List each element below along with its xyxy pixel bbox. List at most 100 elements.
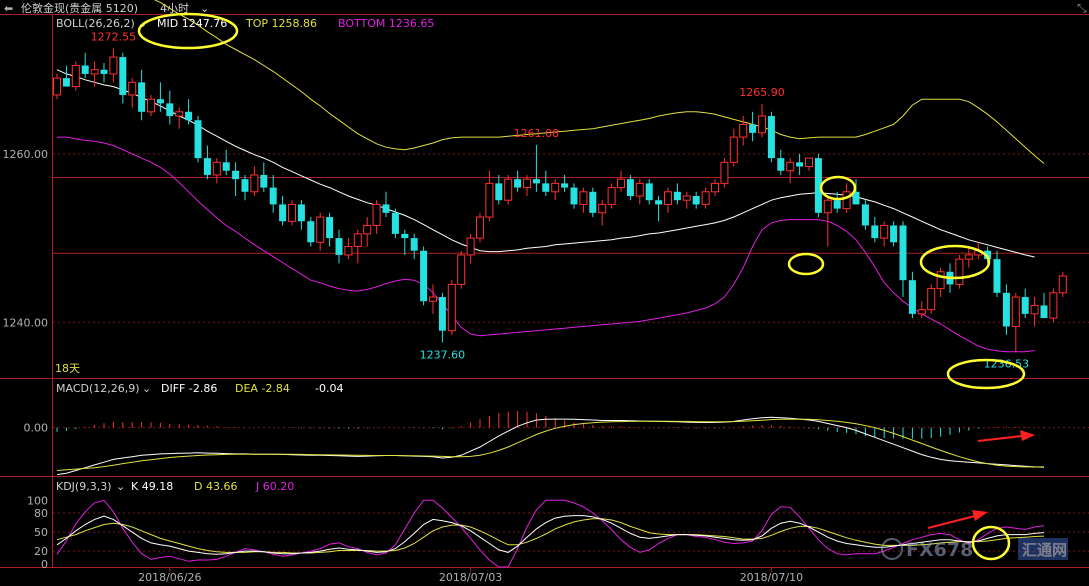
boll-bottom-value: BOTTOM 1236.65	[338, 17, 434, 30]
candle-body	[203, 158, 211, 175]
period-selector[interactable]: 4小时	[160, 2, 189, 15]
candle-body	[250, 174, 259, 193]
svg-text:汇通网: 汇通网	[1022, 541, 1067, 559]
boll-label[interactable]: BOLL(26,26,2)	[56, 17, 135, 30]
candle-up	[53, 73, 61, 100]
candle-up	[504, 174, 513, 205]
candle-body	[626, 179, 634, 196]
svg-text:FX678: FX678	[906, 539, 973, 561]
highlight-ellipse	[787, 252, 825, 276]
kdj-label[interactable]: KDJ(9,3,3)	[56, 480, 112, 493]
chevron-down-icon[interactable]: ⌄	[200, 2, 209, 15]
candle-body	[1011, 296, 1020, 327]
candlesticks	[53, 48, 1067, 352]
candle-down	[62, 65, 70, 87]
candle-down	[81, 52, 89, 79]
boll-top-value: TOP 1258.86	[245, 17, 317, 30]
candle-down	[241, 174, 249, 201]
candle-body	[514, 179, 522, 188]
candle-down	[984, 246, 992, 264]
y-tick-label: 0.00	[24, 422, 49, 435]
candle-body	[814, 158, 822, 213]
candle-body	[1040, 305, 1048, 319]
boll-bottom-line	[57, 136, 1035, 353]
candle-body	[447, 283, 456, 332]
back-icon[interactable]: ⬅	[4, 2, 13, 15]
candle-body	[363, 224, 372, 235]
highlight-ellipse	[946, 358, 1026, 390]
candle-body	[523, 178, 531, 189]
y-tick-label: 1260.00	[3, 148, 49, 161]
candle-body	[720, 161, 729, 184]
candle-down	[570, 183, 578, 209]
candle-down	[749, 111, 757, 142]
candle-body	[62, 78, 70, 87]
candle-up	[617, 170, 625, 192]
chart-title: 伦敦金现(贵金属 5120)	[21, 1, 138, 15]
candle-body	[852, 191, 860, 205]
candle-up	[711, 179, 719, 196]
candle-down	[438, 292, 446, 343]
candle-body	[664, 191, 672, 205]
candle-body	[880, 224, 889, 239]
candle-body	[297, 204, 305, 222]
candle-body	[326, 217, 334, 239]
candle-up	[880, 221, 889, 247]
candle-down	[1021, 288, 1029, 319]
candle-up	[485, 170, 494, 222]
candle-body	[100, 69, 108, 74]
candle-down	[382, 191, 390, 218]
candle-body	[598, 203, 607, 214]
candle-body	[166, 103, 174, 117]
candle-body	[927, 288, 936, 311]
boll-legend: BOLL(26,26,2) ⌄ MID 1247.76 TOP 1258.86 …	[56, 17, 434, 30]
price-label: 1261.08	[514, 127, 560, 140]
candle-up	[936, 267, 945, 298]
candle-up	[1049, 288, 1058, 323]
candle-down	[156, 82, 164, 112]
candle-body	[382, 204, 390, 213]
candle-body	[908, 280, 916, 314]
candle-body	[589, 191, 597, 213]
candle-down	[119, 52, 127, 104]
candle-body	[890, 225, 898, 243]
candle-down	[777, 149, 785, 175]
candle-down	[589, 187, 597, 218]
candle-up	[175, 107, 184, 129]
candle-down	[993, 250, 1001, 298]
y-tick-label: 20	[34, 545, 48, 558]
candle-body	[739, 123, 748, 138]
candle-up	[635, 179, 644, 205]
candle-down	[279, 196, 287, 226]
markup-overlay	[137, 12, 1035, 561]
candle-body	[561, 183, 569, 188]
candle-down	[166, 90, 174, 125]
candle-down	[899, 221, 907, 298]
resize-icon[interactable]: ⤡	[1077, 1, 1087, 15]
candle-down	[194, 116, 202, 163]
candle-down	[185, 99, 193, 125]
candle-body	[401, 233, 409, 239]
candle-up	[917, 301, 926, 319]
chevron-down-icon[interactable]: ⌄	[142, 382, 151, 395]
candle-up	[457, 250, 466, 289]
candle-down	[514, 170, 522, 192]
candle-body	[579, 191, 588, 205]
candle-body	[682, 195, 691, 201]
candle-body	[551, 182, 560, 193]
candle-down	[673, 183, 681, 205]
macd-label[interactable]: MACD(12,26,9)	[56, 382, 140, 395]
candle-body	[871, 225, 879, 239]
x-tick-label: 2018/07/10	[740, 571, 803, 584]
candle-body	[711, 182, 719, 193]
candle-body	[410, 238, 418, 251]
kdj-k-line	[56, 515, 1045, 555]
chevron-down-icon[interactable]: ⌄	[116, 480, 125, 493]
candle-down	[871, 217, 879, 243]
red-arrow-icon	[927, 510, 988, 529]
candle-body	[71, 65, 80, 88]
candle-down	[391, 208, 399, 239]
price-label: 1265.90	[739, 86, 785, 99]
candle-body	[861, 204, 869, 226]
